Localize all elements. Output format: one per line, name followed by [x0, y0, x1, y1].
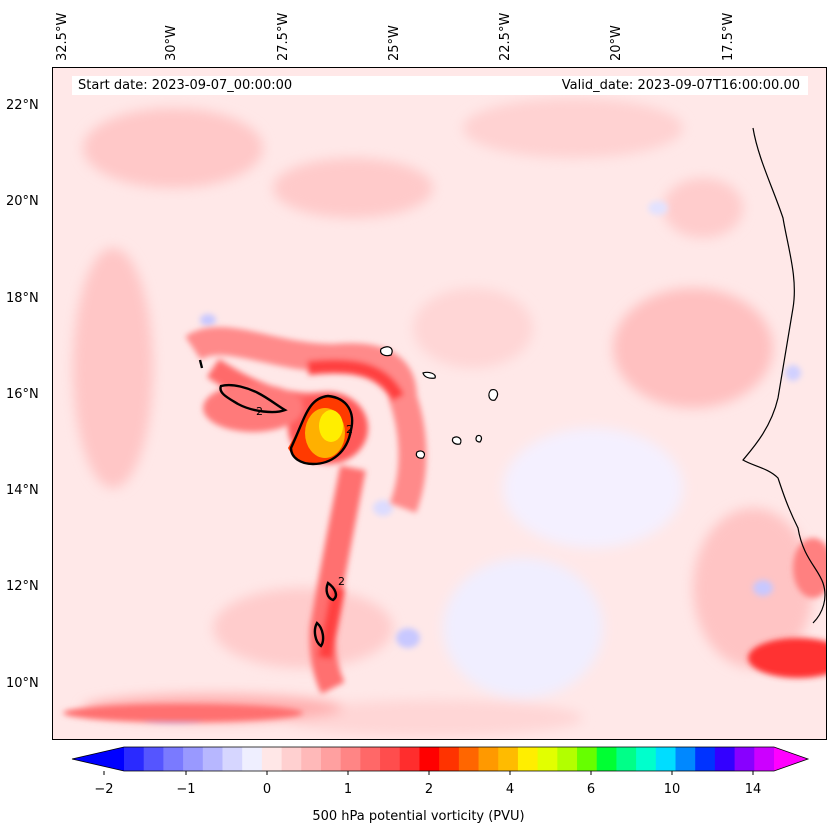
lat-label-22n: 22°N [6, 98, 39, 113]
cb-tick-2: 2 [424, 782, 434, 797]
date-banner: Start date: 2023-09-07_00:00:00 Valid_da… [72, 76, 808, 95]
map-panel: 2 2 2 [52, 67, 827, 740]
colorbar-cell [320, 747, 342, 771]
cb-tick-0: 0 [262, 782, 272, 797]
start-date-label: Start date: 2023-09-07_00:00:00 [78, 78, 293, 93]
colorbar-cell [143, 747, 164, 771]
lon-label-20w: 20°W [609, 25, 624, 61]
cb-tick-1: 1 [343, 782, 353, 797]
colorbar-cells [71, 746, 810, 772]
lat-label-16n: 16°N [6, 387, 39, 402]
colorbar-cell [596, 747, 617, 771]
cb-tick-4: 4 [505, 782, 515, 797]
contour-label-south: 2 [338, 575, 345, 588]
colorbar-cell [734, 747, 755, 771]
colorbar-cell [202, 747, 223, 771]
colorbar-cell [714, 747, 736, 771]
colorbar-cell [616, 747, 637, 771]
colorbar-cell [695, 747, 716, 771]
colorbar-cell [517, 747, 539, 771]
colorbar-tick-marks [103, 771, 754, 775]
lat-label-14n: 14°N [6, 483, 39, 498]
colorbar-cell [439, 747, 460, 771]
lon-label-30w: 30°W [164, 25, 179, 61]
colorbar-cell [636, 747, 657, 771]
lon-label-27-5w: 27.5°W [276, 12, 291, 61]
cb-tick-minus2: −2 [94, 782, 114, 797]
colorbar-cell [399, 747, 420, 771]
colorbar-extend-min [72, 747, 124, 771]
colorbar-cell [675, 747, 696, 771]
pv-max-core [288, 397, 351, 463]
colorbar-cell [281, 747, 302, 771]
colorbar-cell [183, 747, 204, 771]
lon-label-32-5w: 32.5°W [55, 12, 70, 61]
lat-label-18n: 18°N [6, 291, 39, 306]
colorbar-cell [557, 747, 578, 771]
colorbar-cell [498, 747, 519, 771]
colorbar-cell [163, 747, 184, 771]
pv-2-contours [198, 359, 354, 648]
cb-tick-6: 6 [586, 782, 596, 797]
pv-field-map: 2 2 2 [53, 68, 826, 739]
pv-main-structure [63, 327, 826, 722]
lon-label-22-5w: 22.5°W [498, 12, 513, 61]
contour-label-core: 2 [346, 423, 353, 436]
colorbar-cell [419, 747, 440, 771]
contour-label-left: 2 [256, 405, 263, 418]
colorbar-cell [754, 747, 775, 771]
colorbar-cell [478, 747, 499, 771]
lon-label-25w: 25°W [387, 25, 402, 61]
colorbar-outline [71, 746, 810, 772]
colorbar-cell [301, 747, 322, 771]
colorbar-cell [340, 747, 361, 771]
colorbar-cell [537, 747, 558, 771]
lat-label-20n: 20°N [6, 194, 39, 209]
colorbar-cell [261, 747, 283, 771]
lat-label-10n: 10°N [6, 676, 39, 691]
colorbar-cell [124, 747, 145, 771]
colorbar-cell [458, 747, 480, 771]
lon-label-17-5w: 17.5°W [721, 12, 736, 61]
colorbar-extend-max [774, 747, 808, 771]
cape-verde-islands [380, 346, 499, 459]
colorbar-cell [655, 747, 677, 771]
lat-label-12n: 12°N [6, 579, 39, 594]
valid-date-label: Valid_date: 2023-09-07T16:00:00.00 [561, 78, 800, 93]
cb-tick-14: 14 [744, 782, 762, 797]
africa-coastline [742, 127, 826, 624]
colorbar-cell [242, 747, 263, 771]
colorbar-cell [577, 747, 598, 771]
cb-tick-10: 10 [663, 782, 681, 797]
colorbar-cell [222, 747, 243, 771]
colorbar-cell [380, 747, 401, 771]
cb-tick-minus1: −1 [176, 782, 196, 797]
colorbar-cell [360, 747, 381, 771]
colorbar-title: 500 hPa potential vorticity (PVU) [312, 809, 525, 824]
